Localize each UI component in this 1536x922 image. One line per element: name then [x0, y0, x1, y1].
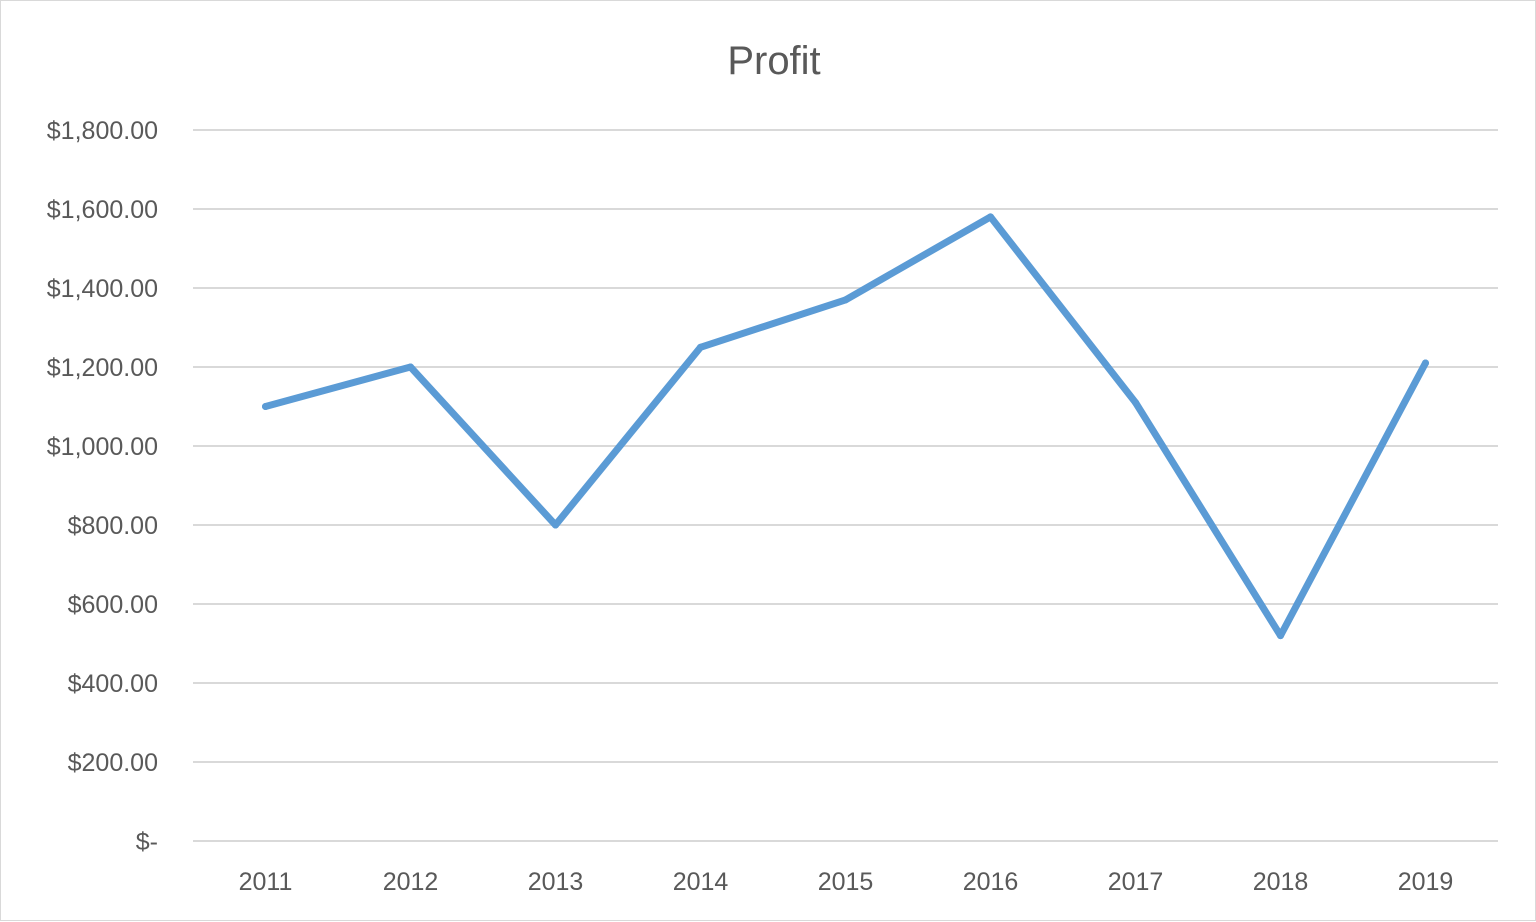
x-tick-label: 2018 [1253, 868, 1309, 896]
data-point [697, 343, 704, 351]
data-point [552, 521, 559, 529]
x-tick-label: 2013 [528, 868, 584, 896]
y-tick-label: $1,200.00 [47, 354, 158, 382]
data-point [407, 363, 414, 371]
y-axis-tick-labels: $- $200.00 $400.00 $600.00 $800.00 $1,000.00 $… [47, 117, 158, 856]
y-tick-label: $1,400.00 [47, 275, 158, 303]
y-tick-label: $400.00 [68, 670, 158, 698]
y-tick-label: $1,000.00 [47, 433, 158, 461]
y-tick-label: $1,800.00 [47, 117, 158, 145]
data-point [1132, 399, 1139, 407]
x-axis-tick-labels: 2011 2012 2013 2014 2015 2016 2017 2018 2019 [239, 868, 1454, 896]
y-tick-label: $600.00 [68, 591, 158, 619]
y-tick-label: $200.00 [68, 749, 158, 777]
x-tick-label: 2017 [1108, 868, 1164, 896]
x-tick-label: 2019 [1398, 868, 1454, 896]
gridlines [193, 129, 1498, 842]
data-point [842, 296, 849, 304]
chart-title: Profit [727, 39, 820, 83]
data-point [987, 213, 994, 221]
x-tick-label: 2011 [239, 868, 293, 896]
x-tick-label: 2014 [673, 868, 729, 896]
y-tick-label: $- [136, 828, 158, 856]
y-tick-label: $1,600.00 [47, 196, 158, 224]
y-tick-label: $800.00 [68, 512, 158, 540]
data-point [1277, 632, 1284, 640]
series-line [262, 213, 1429, 640]
series-lines [262, 213, 1429, 640]
x-tick-label: 2015 [818, 868, 874, 896]
data-point [1422, 359, 1429, 367]
x-tick-label: 2016 [963, 868, 1019, 896]
data-point [262, 403, 269, 410]
x-tick-label: 2012 [383, 868, 439, 896]
